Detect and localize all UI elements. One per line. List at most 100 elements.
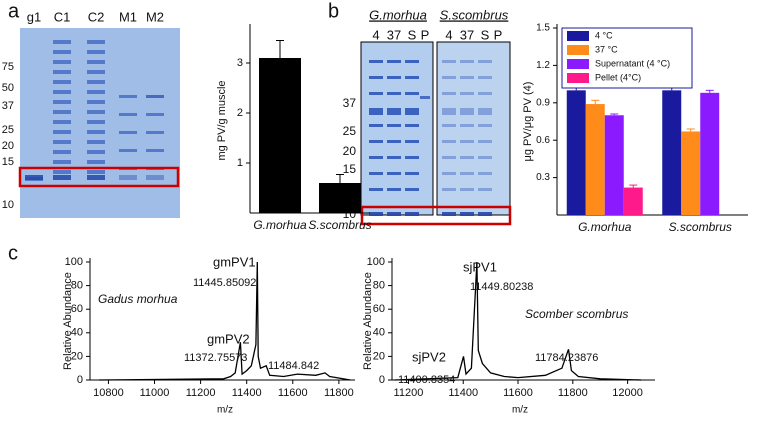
gel-band [87,70,105,74]
gel-band [478,60,492,63]
gel-band [53,140,71,144]
gel-band [442,212,456,216]
lane-label: 37 [387,27,401,42]
gel-band [369,60,383,63]
gel-band [119,149,137,152]
gel-band [387,172,401,175]
gel-band [387,108,401,115]
gel-band [87,140,105,144]
group-label: G.morhua [369,7,427,22]
gel-band [53,60,71,64]
gel-band [478,76,492,79]
gel-band [460,92,474,95]
annotation: gmPV1 [213,254,256,269]
gel-band [369,156,383,159]
gel-band [146,95,164,98]
x-tick-label: 11800 [324,387,354,399]
gel-band [146,131,164,134]
gel-band [405,212,419,216]
lane-label: 4 [372,27,379,42]
gel-band [53,100,71,104]
legend-swatch [567,31,589,41]
gel-band [442,60,456,63]
annotation: 11449.80238 [470,281,533,293]
panel-label: a [8,0,20,22]
gel-band [460,60,474,63]
y-axis-label: μg PV/μg PV (4) [522,82,534,162]
annotation: 11445.85092 [193,277,256,289]
gel-band [420,96,430,99]
lane-label: S [408,27,417,42]
lane-label: P [421,27,430,42]
x-tick-label: 10800 [93,387,124,399]
gel-band [387,140,401,143]
lane-label: C2 [88,9,105,24]
lane-label: C1 [54,9,71,24]
gel-band [119,113,137,116]
gel-band [53,130,71,134]
y-tick-label: 20 [373,350,385,362]
gel-band [387,76,401,79]
y-tick-label: 60 [373,303,385,315]
annotation: 11484.842 [268,360,319,372]
gel-band [119,131,137,134]
lane-label: 4 [445,27,452,42]
legend-swatch [567,45,589,55]
gel-band [369,172,383,175]
gel-band [146,113,164,116]
spectrum [99,261,351,381]
gel-band [53,160,71,164]
bar [623,187,643,215]
gel-band [119,175,137,180]
gel-band [369,76,383,79]
gel-band [87,120,105,124]
annotation: Gadus morhua [98,292,178,306]
gel-band [442,156,456,159]
marker-label: 25 [343,124,357,138]
highlight-box [360,205,512,226]
x-tick-label: 11000 [140,387,170,399]
annotation: gmPV2 [207,331,250,346]
gel-band [387,188,401,191]
panel-label: c [8,242,18,264]
panel-label: b [328,0,339,22]
gel-band [53,170,71,174]
y-tick-label: 2 [237,107,243,119]
gel-band [405,172,419,175]
y-axis-label: Relative Abundance [362,272,374,370]
lane-label: S [481,27,490,42]
x-tick-label: 11400 [448,387,478,399]
annotation: Scomber scombrus [525,307,628,321]
lane-label: M1 [119,9,137,24]
y-tick-label: 0.6 [536,135,550,146]
x-tick-label: 11200 [394,387,424,399]
x-tick-label: 11600 [503,387,533,399]
y-tick-label: 40 [373,327,385,339]
gel-band [460,172,474,175]
marker-label: 10 [2,199,14,211]
gel-band [442,188,456,191]
annotation: 11784.23876 [535,352,598,364]
gel-band [53,110,71,114]
gel-band [87,40,105,44]
y-tick-label: 40 [71,327,83,339]
y-tick-label: 0 [379,374,385,386]
gel-band [369,140,383,143]
gel-band [87,175,105,180]
gel-band [53,120,71,124]
lane-label: M2 [146,9,164,24]
bar [604,115,624,215]
x-tick-label: 11600 [278,387,308,399]
gel-band [442,108,456,115]
x-tick-label: S.scombrus [669,220,732,234]
y-tick-label: 1.5 [536,23,550,34]
gel-band [387,92,401,95]
gel-band [369,92,383,95]
bar [681,131,701,215]
legend-label: 37 °C [595,44,618,54]
marker-label: 20 [2,140,14,152]
marker-label: 15 [2,156,14,168]
lane-label: P [494,27,503,42]
y-axis-label: mg PV/g muscle [216,80,228,160]
gel-b-left [360,41,434,216]
